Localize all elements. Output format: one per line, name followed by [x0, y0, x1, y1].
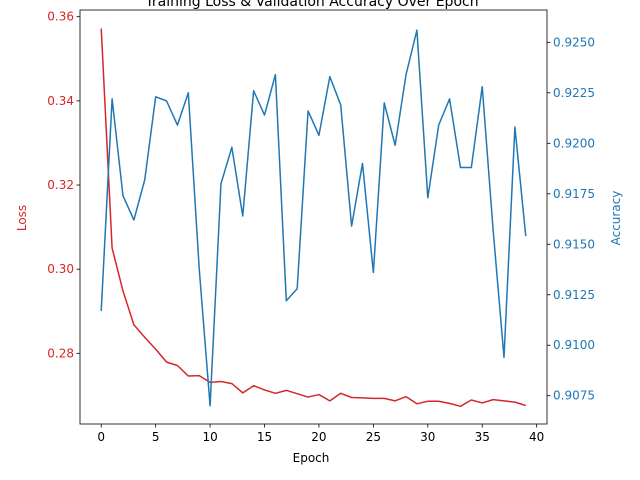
right-tick-label: 0.9175 — [553, 187, 595, 201]
x-tick-label: 40 — [529, 430, 544, 444]
right-tick-label: 0.9150 — [553, 237, 595, 251]
left-tick-label: 0.30 — [47, 262, 74, 276]
x-tick-label: 10 — [202, 430, 217, 444]
x-tick-label: 5 — [152, 430, 160, 444]
x-axis-label: Epoch — [293, 451, 330, 465]
x-tick-label: 35 — [475, 430, 490, 444]
right-tick-label: 0.9200 — [553, 136, 595, 150]
left-tick-label: 0.36 — [47, 10, 74, 24]
left-tick-label: 0.34 — [47, 94, 74, 108]
x-tick-label: 25 — [366, 430, 381, 444]
x-tick-label: 30 — [420, 430, 435, 444]
left-tick-label: 0.28 — [47, 346, 74, 360]
x-tick-label: 15 — [257, 430, 272, 444]
left-tick-label: 0.32 — [47, 178, 74, 192]
right-tick-label: 0.9125 — [553, 288, 595, 302]
right-tick-label: 0.9225 — [553, 86, 595, 100]
x-tick-label: 0 — [97, 430, 105, 444]
accuracy-series-line — [100, 29, 527, 407]
plot-area: 0 5 10 15 20 25 30 35 40 0.28 0.30 0.32 0.34 0.36 0.90… — [47, 9, 595, 444]
loss-series-line — [100, 28, 526, 408]
chart-title: Training Loss & Validation Accuracy Over… — [144, 0, 478, 10]
right-axis-label: Accuracy — [609, 191, 623, 246]
x-tick-label: 20 — [311, 430, 326, 444]
right-tick-label: 0.9075 — [553, 389, 595, 403]
right-tick-label: 0.9100 — [553, 338, 595, 352]
right-tick-label: 0.9250 — [553, 35, 595, 49]
plot-frame — [79, 9, 548, 425]
left-axis-label: Loss — [15, 205, 29, 231]
